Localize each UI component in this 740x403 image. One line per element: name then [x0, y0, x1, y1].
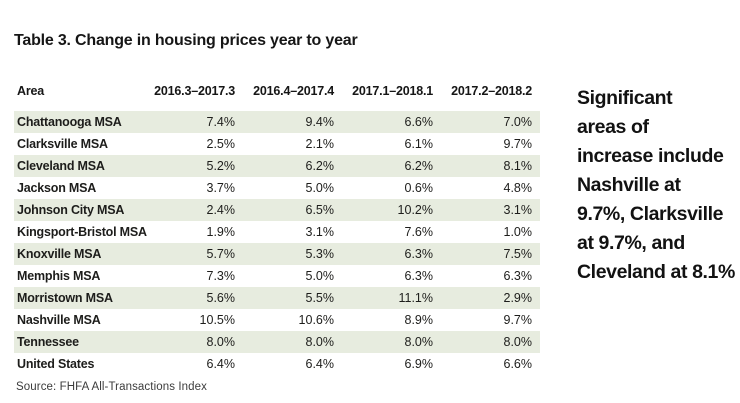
value-cell: 6.6%: [404, 115, 434, 129]
table-row: Jackson MSA 3.7% 5.0% 0.6% 4.8%: [14, 177, 540, 199]
area-cell: Chattanooga MSA: [17, 115, 122, 129]
value-cell: 10.2%: [397, 203, 433, 217]
callout-line: Significant: [577, 87, 673, 109]
value-cell: 11.1%: [398, 291, 433, 305]
area-cell: Knoxville MSA: [17, 247, 102, 261]
area-cell: Kingsport-Bristol MSA: [17, 225, 147, 239]
table-row: Cleveland MSA 5.2% 6.2% 6.2% 8.1%: [14, 155, 540, 177]
value-cell: 5.5%: [305, 291, 335, 305]
table-body: Chattanooga MSA 7.4% 9.4% 6.6% 7.0% Clarksvil…: [14, 111, 540, 375]
value-cell: 6.2%: [404, 159, 434, 173]
value-cell: 5.0%: [305, 269, 335, 283]
value-cell: 8.0%: [503, 335, 533, 349]
callout-line: 9.7%, Clarksville: [577, 203, 724, 225]
area-cell: Nashville MSA: [17, 313, 101, 327]
value-cell: 7.0%: [503, 115, 533, 129]
value-cell: 8.1%: [503, 159, 533, 173]
value-cell: 9.4%: [305, 115, 335, 129]
value-cell: 5.7%: [206, 247, 236, 261]
column-header-2017-1-2018-1: 2017.1–2018.1: [352, 84, 433, 98]
value-cell: 6.4%: [206, 357, 236, 371]
value-cell: 6.5%: [305, 203, 335, 217]
value-cell: 5.3%: [305, 247, 335, 261]
value-cell: 7.5%: [503, 247, 533, 261]
source-note: Source: FHFA All-Transactions Index: [16, 381, 207, 393]
value-cell: 3.1%: [305, 225, 335, 239]
value-cell: 4.8%: [503, 181, 533, 195]
area-cell: Johnson City MSA: [17, 203, 125, 217]
callout-line: at 9.7%, and: [577, 232, 685, 254]
value-cell: 6.2%: [305, 159, 335, 173]
value-cell: 0.6%: [404, 181, 434, 195]
value-cell: 3.1%: [503, 203, 533, 217]
value-cell: 7.3%: [206, 269, 236, 283]
value-cell: 9.7%: [503, 313, 533, 327]
area-cell: United States: [17, 357, 95, 371]
value-cell: 8.9%: [404, 313, 434, 327]
callout-line: Nashville at: [577, 174, 681, 196]
area-cell: Memphis MSA: [17, 269, 101, 283]
callout-text: Significant areas of increase include Nashv…: [577, 84, 740, 287]
column-header-2016-3-2017-3: 2016.3–2017.3: [154, 84, 235, 98]
value-cell: 2.9%: [503, 291, 533, 305]
area-cell: Tennessee: [17, 335, 79, 349]
value-cell: 8.0%: [305, 335, 335, 349]
value-cell: 5.6%: [206, 291, 236, 305]
value-cell: 2.1%: [305, 137, 335, 151]
value-cell: 7.4%: [206, 115, 236, 129]
value-cell: 6.9%: [404, 357, 434, 371]
value-cell: 8.0%: [206, 335, 236, 349]
value-cell: 1.0%: [503, 225, 533, 239]
value-cell: 6.3%: [404, 247, 434, 261]
table-row: Johnson City MSA 2.4% 6.5% 10.2% 3.1%: [14, 199, 540, 221]
value-cell: 2.5%: [206, 137, 236, 151]
value-cell: 6.6%: [503, 357, 533, 371]
value-cell: 6.3%: [404, 269, 434, 283]
area-cell: Jackson MSA: [17, 181, 97, 195]
value-cell: 5.2%: [206, 159, 236, 173]
table-row: Nashville MSA 10.5% 10.6% 8.9% 9.7%: [14, 309, 540, 331]
value-cell: 6.1%: [404, 137, 434, 151]
table-row: Tennessee 8.0% 8.0% 8.0% 8.0%: [14, 331, 540, 353]
area-cell: Morristown MSA: [17, 291, 113, 305]
table-row: Knoxville MSA 5.7% 5.3% 6.3% 7.5%: [14, 243, 540, 265]
column-header-2016-4-2017-4: 2016.4–2017.4: [253, 84, 334, 98]
value-cell: 2.4%: [206, 203, 236, 217]
table-row: Chattanooga MSA 7.4% 9.4% 6.6% 7.0%: [14, 111, 540, 133]
table-row: Kingsport-Bristol MSA 1.9% 3.1% 7.6% 1.0%: [14, 221, 540, 243]
table-header-row: Area 2016.3–2017.3 2016.4–2017.4 2017.1–…: [14, 84, 540, 111]
value-cell: 7.6%: [404, 225, 434, 239]
value-cell: 9.7%: [503, 137, 533, 151]
callout-line: Cleveland at 8.1%: [577, 261, 735, 283]
area-cell: Cleveland MSA: [17, 159, 105, 173]
callout-line: increase include: [577, 145, 724, 167]
value-cell: 1.9%: [206, 225, 236, 239]
housing-prices-table-wrap: Area 2016.3–2017.3 2016.4–2017.4 2017.1–…: [14, 84, 540, 375]
value-cell: 3.7%: [206, 181, 236, 195]
table-row: Morristown MSA 5.6% 5.5% 11.1% 2.9%: [14, 287, 540, 309]
table-row: Clarksville MSA 2.5% 2.1% 6.1% 9.7%: [14, 133, 540, 155]
value-cell: 5.0%: [305, 181, 335, 195]
callout-line: areas of: [577, 116, 649, 138]
table-row: Memphis MSA 7.3% 5.0% 6.3% 6.3%: [14, 265, 540, 287]
value-cell: 6.3%: [503, 269, 533, 283]
value-cell: 10.6%: [298, 313, 334, 327]
value-cell: 8.0%: [404, 335, 434, 349]
housing-prices-table: Area 2016.3–2017.3 2016.4–2017.4 2017.1–…: [14, 84, 540, 375]
value-cell: 10.5%: [199, 313, 235, 327]
column-header-area: Area: [17, 84, 44, 98]
table-row: United States 6.4% 6.4% 6.9% 6.6%: [14, 353, 540, 375]
table-title: Table 3. Change in housing prices year t…: [14, 32, 358, 49]
value-cell: 6.4%: [305, 357, 335, 371]
area-cell: Clarksville MSA: [17, 137, 108, 151]
column-header-2017-2-2018-2: 2017.2–2018.2: [451, 84, 532, 98]
